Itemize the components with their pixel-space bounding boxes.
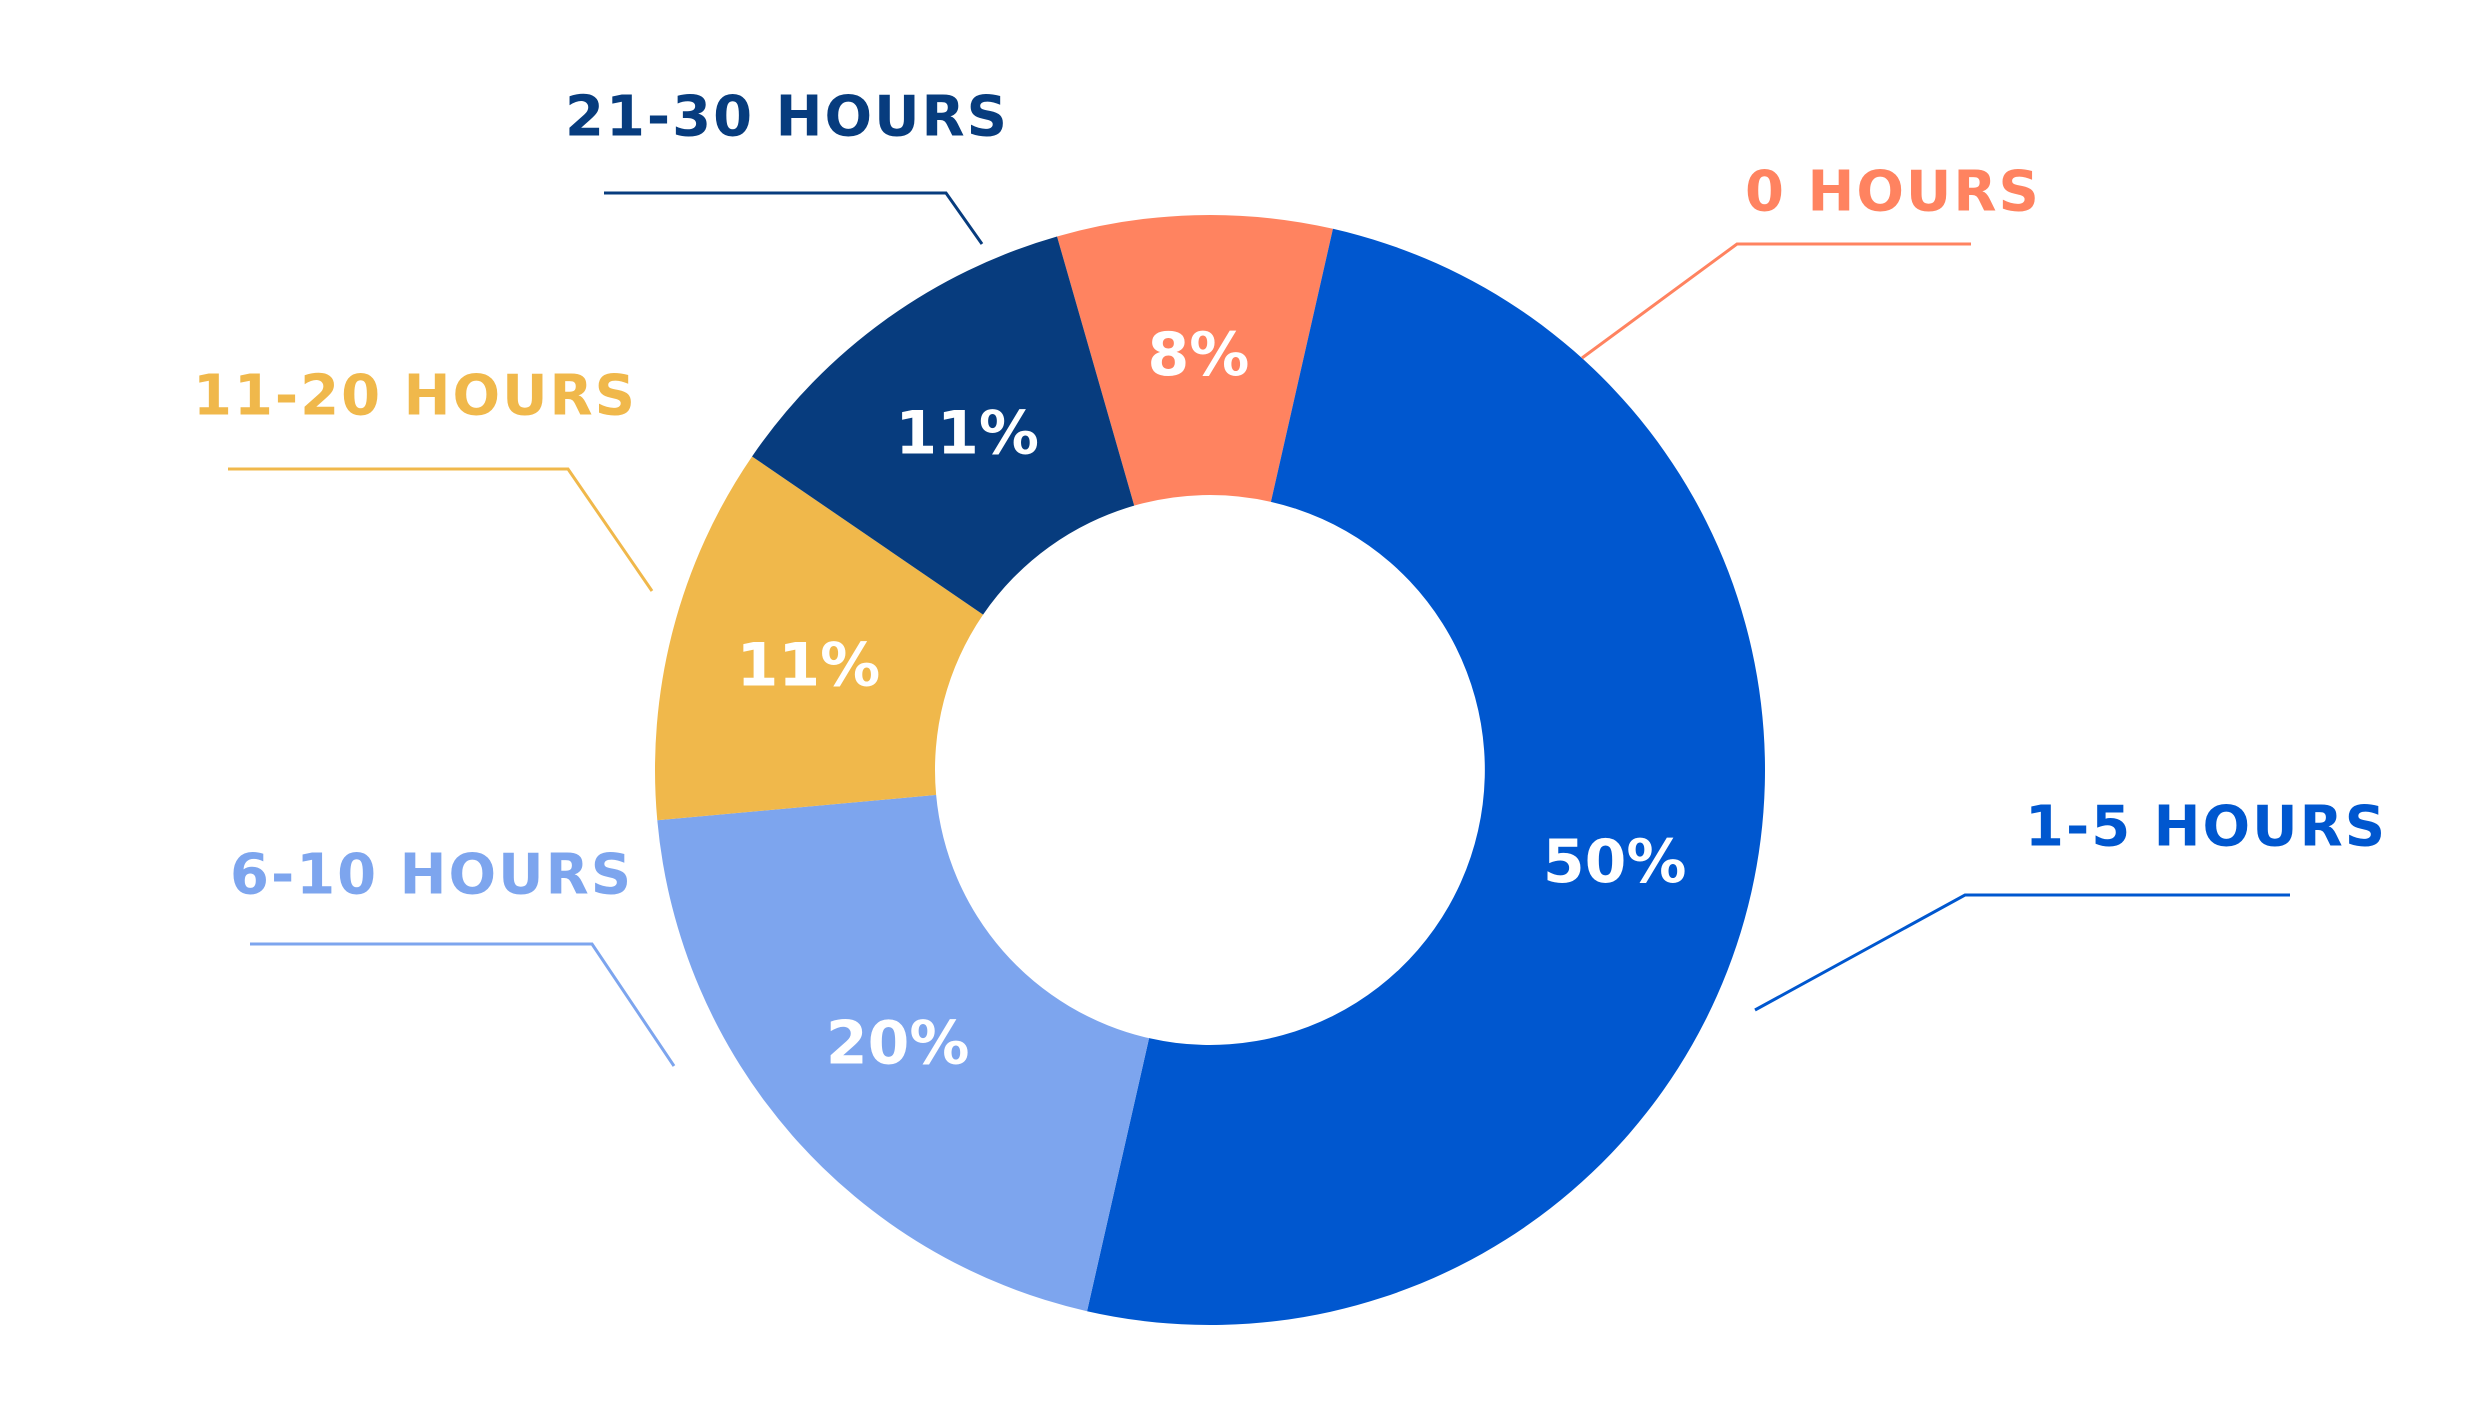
leader-line [228, 467, 654, 592]
leader-line [1581, 242, 1971, 360]
slice-percent-label: 11% [737, 630, 881, 700]
chart-slices [655, 214, 1766, 1325]
category-label: 11-20 HOURS [193, 364, 637, 429]
slice-percent-label: 20% [826, 1008, 970, 1078]
leader-line [250, 942, 676, 1067]
chart-leader-lines [228, 191, 2290, 1067]
slice-21-30-hours [752, 236, 1135, 615]
leader-line [1754, 893, 2290, 1012]
slice-6-10-hours [657, 794, 1150, 1312]
slice-11-20-hours [655, 456, 984, 821]
slice-percent-label: 50% [1543, 827, 1687, 897]
category-label: 0 HOURS [1745, 160, 2041, 225]
category-label: 1-5 HOURS [2025, 795, 2387, 860]
slice-percent-label: 11% [895, 398, 1039, 468]
category-label: 21-30 HOURS [565, 85, 1009, 150]
chart-category-labels: 0 HOURS 1-5 HOURS 6-10 HOURS 11-20 HOURS 21-… [193, 85, 2387, 908]
slice-0-hours [1057, 214, 1333, 506]
chart-percent-labels: 8% 50% 20% 11% 11% [737, 320, 1687, 1078]
slice-percent-label: 8% [1147, 320, 1249, 390]
slice-1-5-hours [1087, 228, 1766, 1325]
leader-line [604, 191, 984, 245]
category-label: 6-10 HOURS [230, 843, 633, 908]
